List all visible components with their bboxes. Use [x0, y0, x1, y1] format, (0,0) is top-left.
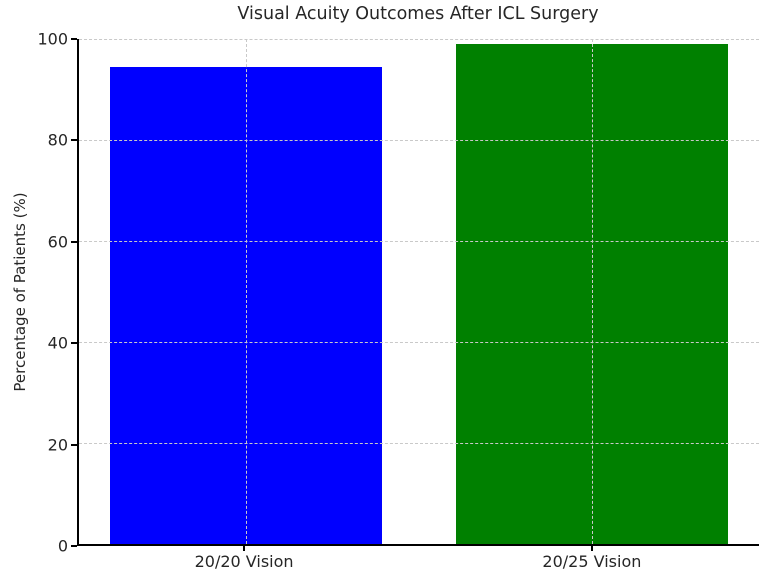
- chart-title: Visual Acuity Outcomes After ICL Surgery: [237, 4, 599, 24]
- ytick-label-20: 20: [47, 435, 68, 455]
- plot-area: [77, 39, 759, 546]
- bars-layer: [79, 39, 759, 544]
- ytick-mark-80: [71, 139, 77, 142]
- ytick-mark-20: [71, 443, 77, 446]
- ytick-label-100: 100: [37, 29, 68, 49]
- ytick-mark-40: [71, 342, 77, 345]
- ytick-mark-100: [71, 38, 77, 40]
- ytick-mark-0: [71, 545, 77, 547]
- ytick-mark-60: [71, 240, 77, 243]
- xtick-mark-20-20-vision: [243, 546, 246, 551]
- bar-20-20-vision: [109, 66, 382, 544]
- ytick-label-80: 80: [47, 130, 68, 150]
- ytick-label-40: 40: [47, 333, 68, 353]
- bar-20-25-vision: [456, 44, 729, 544]
- y-axis-label: Percentage of Patients (%): [11, 192, 29, 392]
- xtick-label-20-25-vision: 20/25 Vision: [542, 552, 642, 571]
- ytick-label-60: 60: [47, 232, 68, 252]
- xtick-mark-20-25-vision: [590, 546, 593, 551]
- xtick-label-20-20-vision: 20/20 Vision: [194, 552, 294, 571]
- ytick-label-0: 0: [57, 536, 68, 556]
